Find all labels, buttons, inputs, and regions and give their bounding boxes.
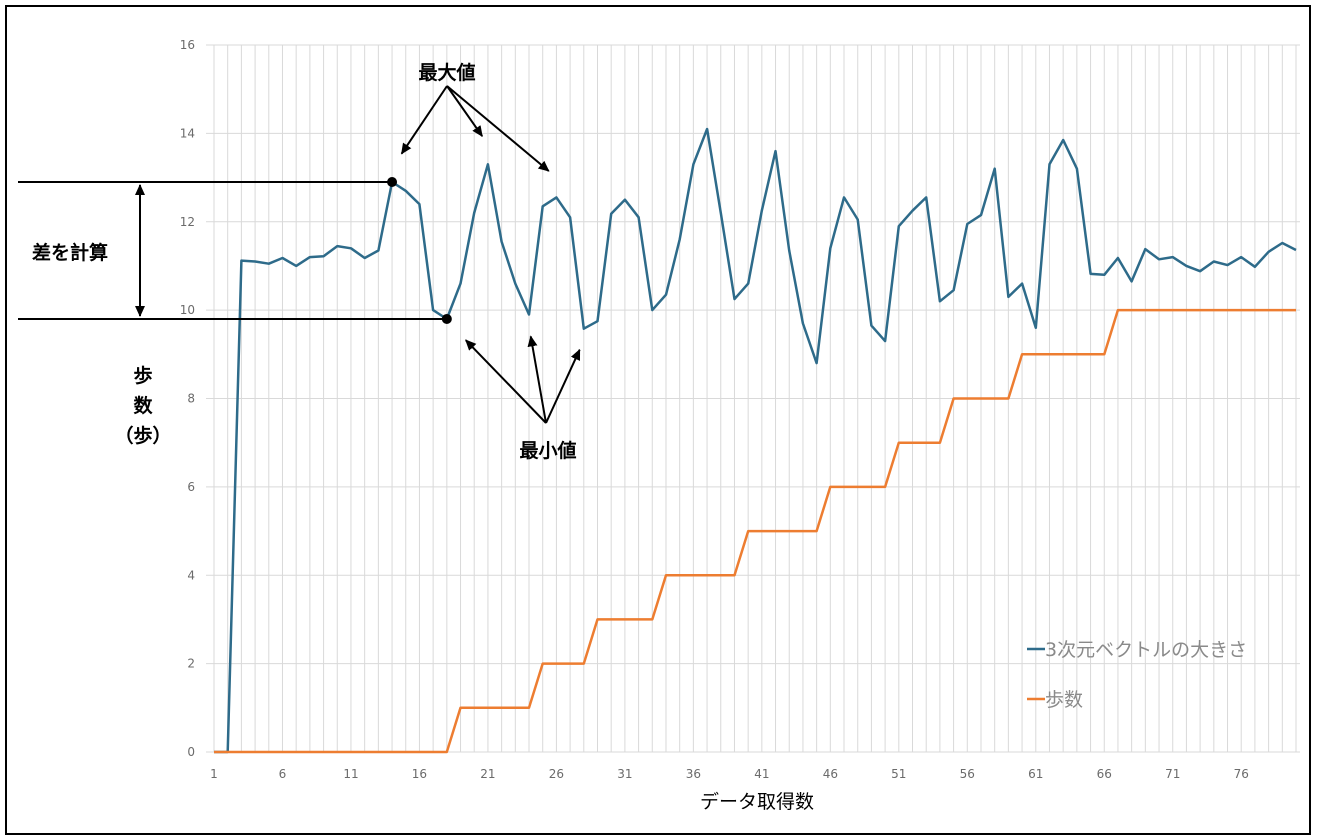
y-tick-label: 2 <box>187 657 195 671</box>
x-tick-label: 56 <box>960 767 975 781</box>
series-line-steps <box>214 308 1296 754</box>
y-tick-label: 16 <box>180 38 195 52</box>
max-label: 最大値 <box>418 61 475 84</box>
x-tick-label: 16 <box>412 767 427 781</box>
y-axis-label-char-2: 数 <box>133 394 153 417</box>
legend-label-steps: 歩数 <box>1045 689 1083 711</box>
x-tick-label: 31 <box>617 767 632 781</box>
y-tick-label: 14 <box>180 126 195 140</box>
y-axis-ticks: 0 2 4 6 8 10 12 14 16 <box>180 38 195 759</box>
diff-label: 差を計算 <box>32 241 108 264</box>
min-arrow <box>545 348 581 424</box>
min-point-dot <box>441 313 452 324</box>
grid-lines <box>206 44 1300 753</box>
y-tick-label: 12 <box>180 215 195 229</box>
x-tick-label: 36 <box>686 767 701 781</box>
min-label: 最小値 <box>519 440 576 462</box>
x-tick-label: 51 <box>891 767 906 781</box>
x-tick-label: 46 <box>823 767 838 781</box>
y-axis-label-char-3: （歩） <box>114 424 171 447</box>
max-arrow <box>400 85 448 155</box>
x-tick-label: 11 <box>343 767 358 781</box>
max-arrow <box>446 85 483 137</box>
x-tick-label: 66 <box>1097 767 1112 781</box>
y-tick-label: 8 <box>187 392 195 406</box>
x-tick-label: 21 <box>480 767 495 781</box>
min-arrow <box>465 339 547 424</box>
x-tick-label: 6 <box>279 767 287 781</box>
annotations <box>18 85 581 424</box>
legend-label-vector: 3次元ベクトルの大きさ <box>1045 639 1247 661</box>
x-tick-label: 76 <box>1234 767 1249 781</box>
y-axis-label-char-1: 歩 <box>133 364 152 387</box>
y-tick-label: 6 <box>187 480 195 494</box>
max-arrow <box>446 85 550 172</box>
max-point-dot <box>387 176 398 187</box>
x-axis-ticks: 1 6 11 16 21 26 31 36 41 46 51 56 61 66 71 76 <box>210 767 1249 781</box>
x-axis-label: データ取得数 <box>700 791 814 813</box>
y-tick-label: 10 <box>180 303 195 317</box>
x-tick-label: 61 <box>1028 767 1043 781</box>
x-tick-label: 1 <box>210 767 218 781</box>
y-tick-label: 4 <box>187 568 195 582</box>
min-arrow <box>527 335 547 424</box>
x-tick-label: 41 <box>754 767 769 781</box>
y-tick-label: 0 <box>187 745 195 759</box>
x-tick-label: 26 <box>549 767 564 781</box>
x-tick-label: 71 <box>1165 767 1180 781</box>
